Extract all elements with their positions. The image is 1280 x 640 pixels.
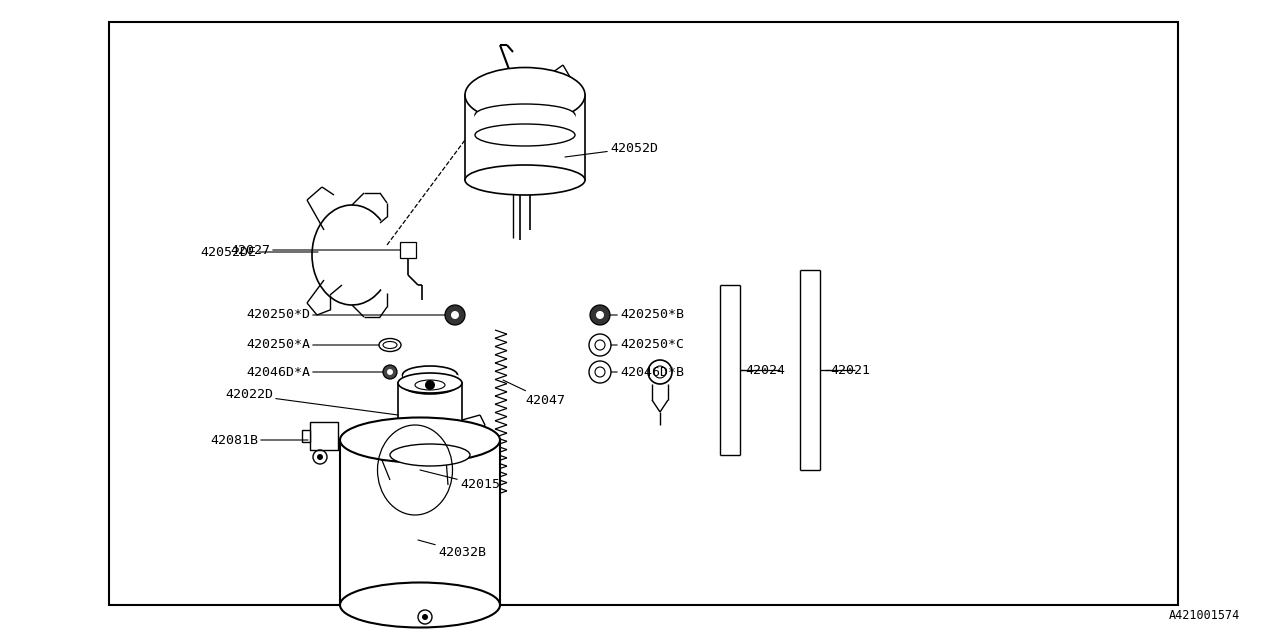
Circle shape [387, 369, 393, 375]
Text: 42052D: 42052D [564, 141, 658, 157]
Text: 42052DE: 42052DE [200, 246, 317, 259]
Circle shape [317, 454, 323, 460]
Circle shape [445, 305, 465, 325]
Ellipse shape [402, 366, 457, 384]
Ellipse shape [340, 582, 500, 627]
Bar [302, 430, 310, 442]
Ellipse shape [465, 165, 585, 195]
Bar [340, 440, 500, 605]
Text: 42032B: 42032B [419, 540, 486, 559]
Bar [475, 115, 575, 135]
Text: 420250*D: 420250*D [246, 308, 445, 321]
Text: 42022D: 42022D [225, 388, 398, 415]
Circle shape [451, 311, 460, 319]
Text: 42047: 42047 [503, 380, 564, 406]
Text: A421001574: A421001574 [1169, 609, 1240, 622]
Ellipse shape [475, 104, 575, 126]
Text: 420250*C: 420250*C [611, 339, 684, 351]
Text: 420250*B: 420250*B [611, 308, 684, 321]
Bar [310, 422, 338, 450]
Text: 42046D*A: 42046D*A [246, 365, 383, 378]
Bar [109, 22, 1178, 605]
Circle shape [422, 614, 428, 620]
Ellipse shape [415, 380, 445, 390]
Text: 42015: 42015 [420, 470, 500, 492]
Ellipse shape [340, 417, 500, 463]
Bar [398, 383, 462, 455]
Bar [403, 375, 458, 385]
Ellipse shape [465, 67, 585, 122]
Ellipse shape [398, 373, 462, 393]
Text: 42021: 42021 [829, 364, 870, 376]
Ellipse shape [398, 445, 462, 465]
Bar [465, 95, 585, 180]
Text: 42081B: 42081B [210, 433, 308, 447]
Ellipse shape [475, 124, 575, 146]
Text: 42024: 42024 [745, 364, 785, 376]
Ellipse shape [402, 376, 457, 394]
Circle shape [383, 365, 397, 379]
Circle shape [596, 311, 604, 319]
Bar [399, 242, 416, 258]
Text: 42046D*B: 42046D*B [611, 365, 684, 378]
Ellipse shape [390, 444, 470, 466]
Circle shape [425, 380, 435, 390]
Text: 42027: 42027 [230, 243, 399, 257]
Text: 420250*A: 420250*A [246, 339, 379, 351]
Circle shape [590, 305, 611, 325]
